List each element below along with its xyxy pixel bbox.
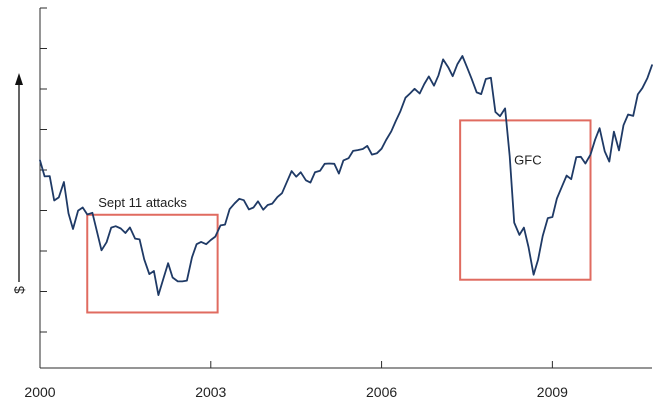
x-tick-label: 2009 (537, 384, 568, 400)
y-axis-label-group: $ (11, 73, 27, 294)
annotation-label: GFC (514, 152, 541, 167)
y-axis-label: $ (11, 286, 27, 294)
series-line (39, 55, 653, 297)
arrow-up-icon (15, 73, 23, 85)
y-ticks (40, 7, 47, 333)
x-ticks: 2000 2003 2006 2009 (24, 361, 568, 400)
series (39, 55, 653, 297)
annotation-box (459, 119, 592, 281)
annotation-box (86, 213, 219, 314)
annotation-label: Sept 11 attacks (98, 195, 187, 210)
x-tick-label: 2003 (195, 384, 226, 400)
x-tick-label: 2006 (366, 384, 397, 400)
x-tick-label: 2000 (24, 384, 55, 400)
annotations: Sept 11 attacks GFC (86, 119, 592, 314)
